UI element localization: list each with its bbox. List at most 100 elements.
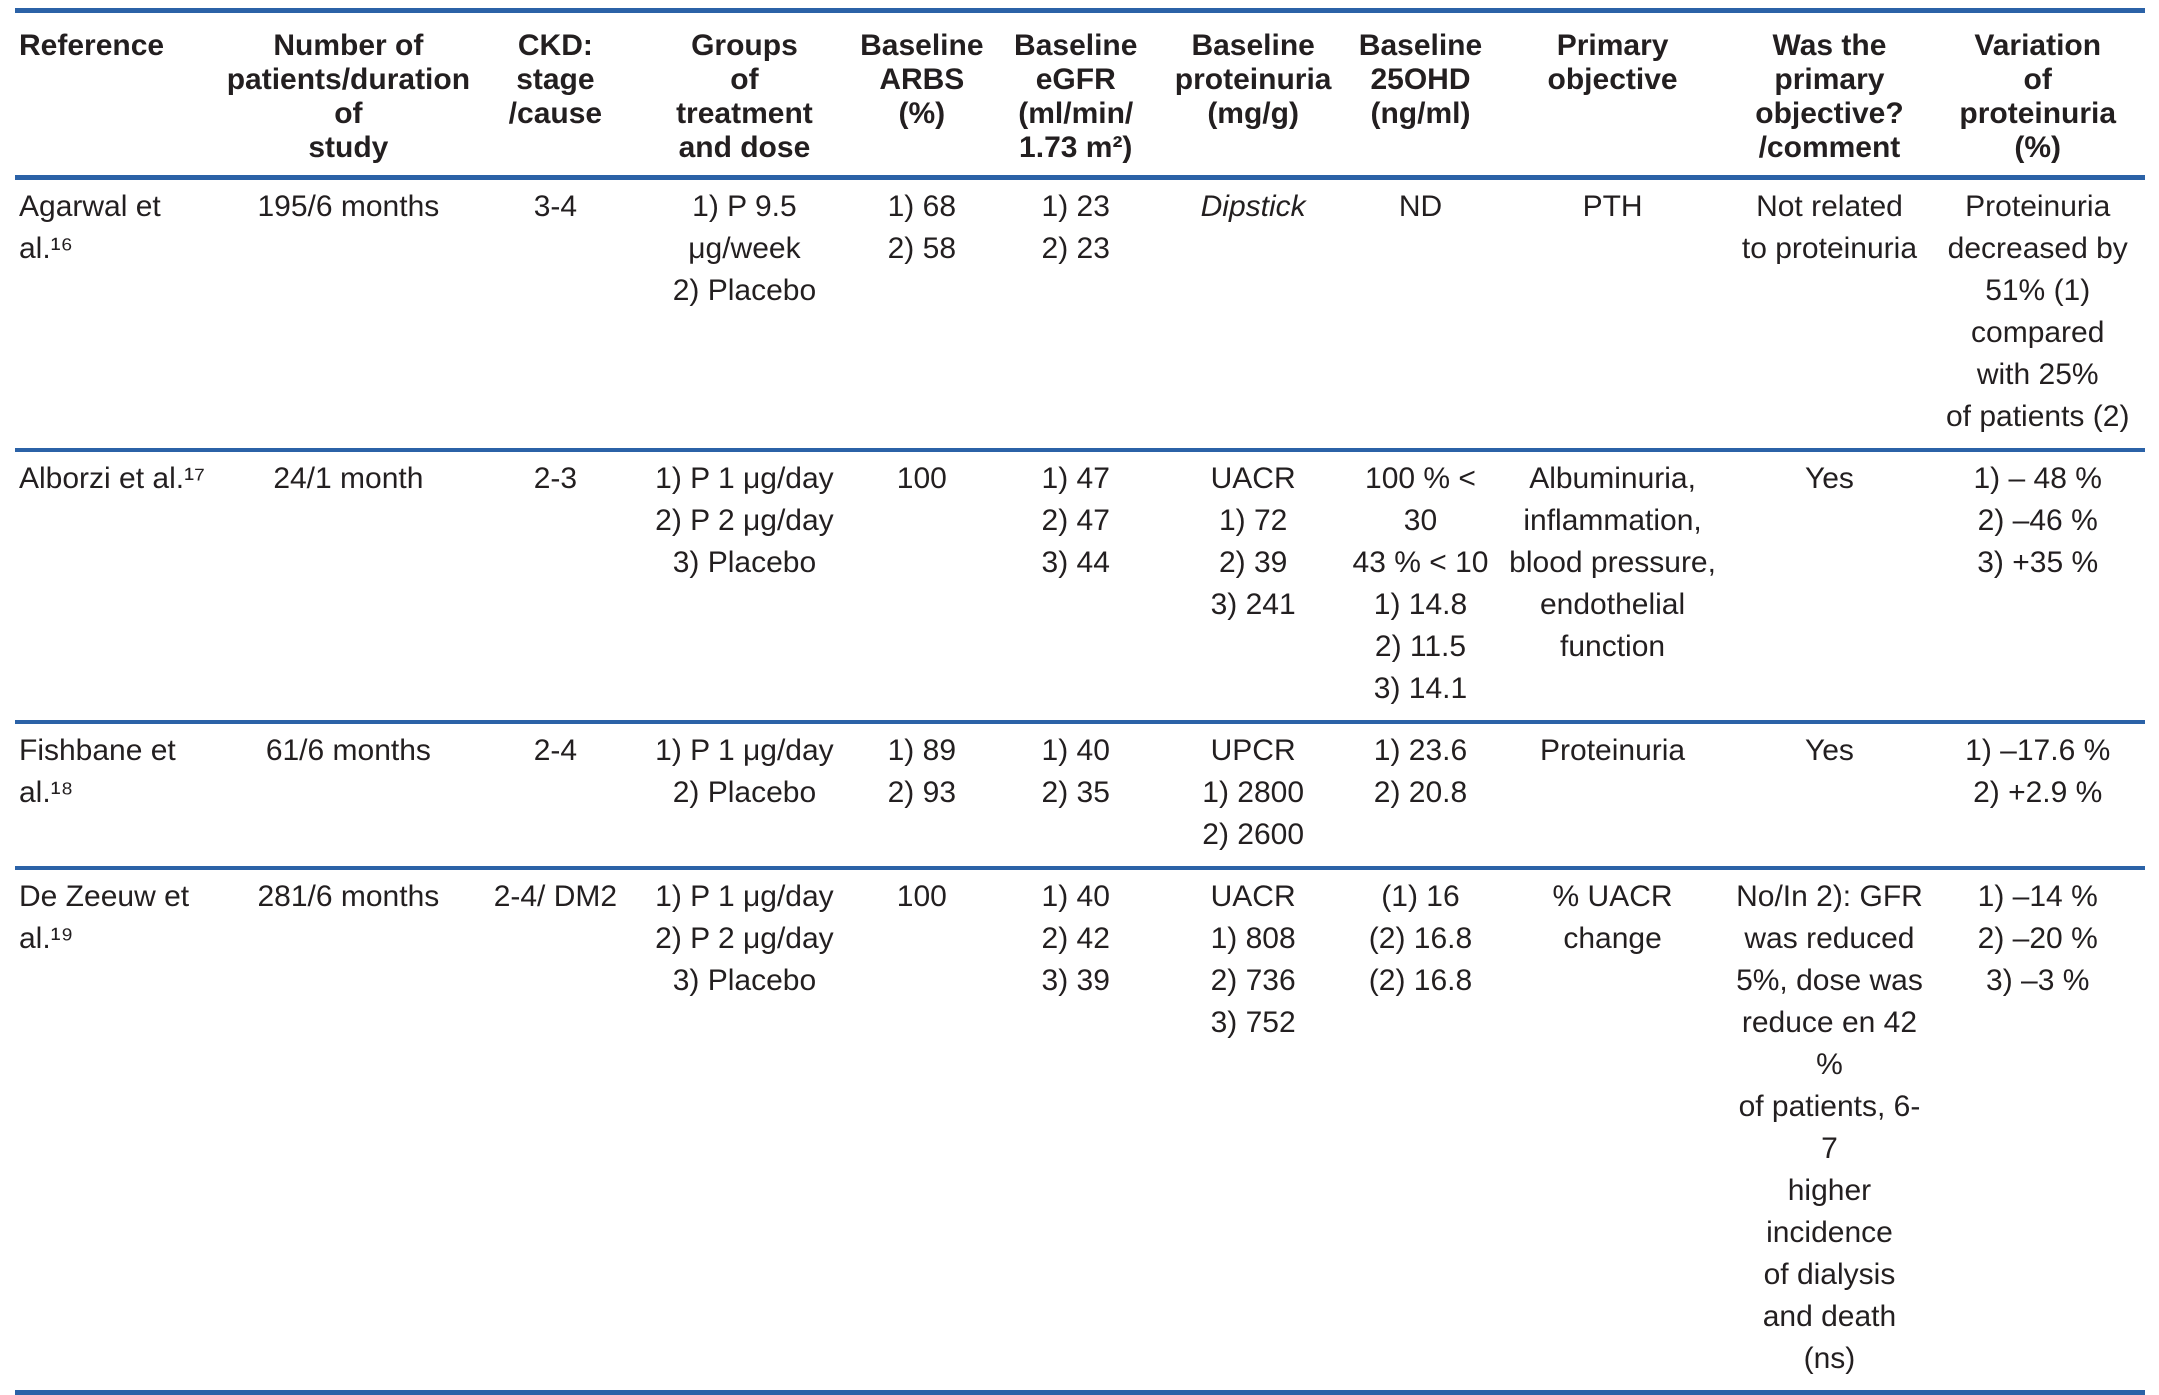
cell-line: 100 bbox=[896, 880, 947, 913]
cell-line: of bbox=[334, 97, 363, 130]
cell-line: De Zeeuw et al.¹⁹ bbox=[19, 880, 190, 955]
cell-line: 2) 42 bbox=[1041, 922, 1110, 955]
table-cell: De Zeeuw et al.¹⁹ bbox=[15, 868, 221, 1393]
cell-line: of patients, 6-7 bbox=[1738, 1090, 1921, 1165]
table-cell: 1) P 1 μg/day 2) P 2 μg/day 3) Placebo bbox=[635, 450, 854, 722]
cell-line: blood pressure, bbox=[1509, 546, 1716, 579]
cell-line: 2) –46 % bbox=[1977, 504, 2098, 537]
cell-line: (2) 16.8 bbox=[1368, 964, 1473, 997]
table-row-fishbane: Fishbane et al.¹⁸ 61/6 months 2-4 1) P 1 μg… bbox=[15, 722, 2145, 868]
cell-line: 2) –20 % bbox=[1977, 922, 2098, 955]
table-cell: PTH bbox=[1497, 178, 1729, 451]
cell-line: ARBS bbox=[879, 63, 965, 96]
cell-line: 1) P 1 μg/day bbox=[655, 462, 834, 495]
column-header-primary-objective: Primary objective bbox=[1497, 11, 1729, 178]
cell-line: 2) 2600 bbox=[1202, 818, 1305, 851]
cell-line: Baseline bbox=[1191, 29, 1315, 62]
cell-line: inflammation, bbox=[1523, 504, 1702, 537]
cell-line: 3) 39 bbox=[1041, 964, 1110, 997]
cell-line: 43 % < 10 bbox=[1352, 546, 1489, 579]
table-cell: % UACR change bbox=[1497, 868, 1729, 1393]
cell-line: UACR bbox=[1210, 462, 1296, 495]
cell-line: of bbox=[730, 63, 759, 96]
cell-line: 1) 40 bbox=[1041, 880, 1110, 913]
cell-line: primary bbox=[1774, 63, 1885, 96]
cell-line: 1) P 9.5 μg/week bbox=[688, 190, 801, 265]
cell-line: Fishbane et al.¹⁸ bbox=[19, 734, 176, 809]
cell-line: 2) +2.9 % bbox=[1973, 776, 2103, 809]
cell-line: Number of bbox=[273, 29, 424, 62]
cell-line: (2) 16.8 bbox=[1368, 922, 1473, 955]
cell-line: PTH bbox=[1582, 190, 1643, 223]
cell-line: CKD: stage bbox=[516, 29, 595, 96]
cell-line: 1) P 1 μg/day bbox=[655, 734, 834, 767]
table-cell: 2-4/ DM2 bbox=[476, 868, 635, 1393]
cell-line: 2) 39 bbox=[1218, 546, 1288, 579]
cell-line: 3) Placebo bbox=[672, 546, 817, 579]
cell-line: 1) P 1 μg/day bbox=[655, 880, 834, 913]
cell-line: 3) –3 % bbox=[1986, 964, 2090, 997]
table-cell: 1) – 48 % 2) –46 % 3) +35 % bbox=[1930, 450, 2145, 722]
cell-line: 5%, dose was bbox=[1736, 964, 1923, 997]
table-cell: 1) P 9.5 μg/week 2) Placebo bbox=[635, 178, 854, 451]
table-cell: 1) P 1 μg/day 2) P 2 μg/day 3) Placebo bbox=[635, 868, 854, 1393]
cell-line: Not related bbox=[1756, 190, 1903, 223]
cell-line: 3) +35 % bbox=[1977, 546, 2099, 579]
cell-line: 1) 808 bbox=[1210, 922, 1296, 955]
column-header-ckd-stage-cause: CKD: stage/cause bbox=[476, 11, 635, 178]
cell-line: 1) 40 bbox=[1041, 734, 1110, 767]
cell-line: 1) 72 bbox=[1218, 504, 1288, 537]
cell-line: 1.73 m²) bbox=[1019, 131, 1133, 164]
column-header-baseline-arbs: Baseline ARBS (%) bbox=[854, 11, 989, 178]
table-cell: 1) 40 2) 35 bbox=[990, 722, 1162, 868]
cell-line: 195/6 months bbox=[257, 190, 440, 223]
cell-line: 2) Placebo bbox=[672, 274, 817, 307]
cell-line: 1) 14.8 bbox=[1373, 588, 1468, 621]
cell-line: /cause bbox=[508, 97, 603, 130]
cell-line: 2) 20.8 bbox=[1373, 776, 1468, 809]
cell-line: study bbox=[308, 131, 389, 164]
cell-line: UPCR bbox=[1210, 734, 1296, 767]
cell-line: 2-4/ DM2 bbox=[493, 880, 618, 913]
cell-line: 3) 241 bbox=[1210, 588, 1296, 621]
cell-line: 51% (1) bbox=[1985, 274, 2091, 307]
table-cell: 61/6 months bbox=[221, 722, 476, 868]
cell-line: % UACR bbox=[1552, 880, 1673, 913]
cell-line: of bbox=[2023, 63, 2052, 96]
table-cell: 1) –14 % 2) –20 % 3) –3 % bbox=[1930, 868, 2145, 1393]
column-header-reference: Reference bbox=[15, 11, 221, 178]
table-cell: 1) P 1 μg/day 2) Placebo bbox=[635, 722, 854, 868]
table-cell: 24/1 month bbox=[221, 450, 476, 722]
table-cell: UACR 1) 808 2) 736 3) 752 bbox=[1162, 868, 1344, 1393]
table-cell: UACR 1) 72 2) 39 3) 241 bbox=[1162, 450, 1344, 722]
header-row: Reference Number of patients/duration of stu… bbox=[15, 11, 2145, 178]
table-cell: Alborzi et al.¹⁷ bbox=[15, 450, 221, 722]
table-cell: 3-4 bbox=[476, 178, 635, 451]
table-cell: Albuminuria, inflammation, blood pressure,… bbox=[1497, 450, 1729, 722]
cell-line: Alborzi et al.¹⁷ bbox=[19, 462, 205, 495]
cell-line: change bbox=[1563, 922, 1662, 955]
cell-line: (mg/g) bbox=[1207, 97, 1299, 130]
table-cell: 100 bbox=[854, 868, 989, 1393]
cell-line: proteinuria bbox=[1174, 63, 1332, 96]
cell-line: Primary bbox=[1556, 29, 1669, 62]
cell-line: 3) 752 bbox=[1210, 1006, 1296, 1039]
column-header-treatment-groups: Groups of treatment and dose bbox=[635, 11, 854, 178]
cell-line: endothelial bbox=[1540, 588, 1686, 621]
cell-line: (%) bbox=[898, 97, 946, 130]
cell-line: reduce en 42 % bbox=[1741, 1006, 1918, 1081]
cell-line: and death (ns) bbox=[1762, 1300, 1897, 1375]
cell-line: and dose bbox=[678, 131, 811, 164]
table-cell: Yes bbox=[1728, 722, 1930, 868]
table-cell: 2-4 bbox=[476, 722, 635, 868]
cell-line: (ng/ml) bbox=[1370, 97, 1471, 130]
cell-line: 1) 2800 bbox=[1202, 776, 1305, 809]
cell-line: (1) 16 bbox=[1381, 880, 1460, 913]
cell-line: objective bbox=[1547, 63, 1678, 96]
table-cell: Proteinuria decreased by 51% (1) compared wi… bbox=[1930, 178, 2145, 451]
table-cell: 1) 47 2) 47 3) 44 bbox=[990, 450, 1162, 722]
table-row-de-zeeuw: De Zeeuw et al.¹⁹ 281/6 months 2-4/ DM2 1) … bbox=[15, 868, 2145, 1393]
cell-line: 2) Placebo bbox=[672, 776, 817, 809]
table-cell: 1) –17.6 % 2) +2.9 % bbox=[1930, 722, 2145, 868]
